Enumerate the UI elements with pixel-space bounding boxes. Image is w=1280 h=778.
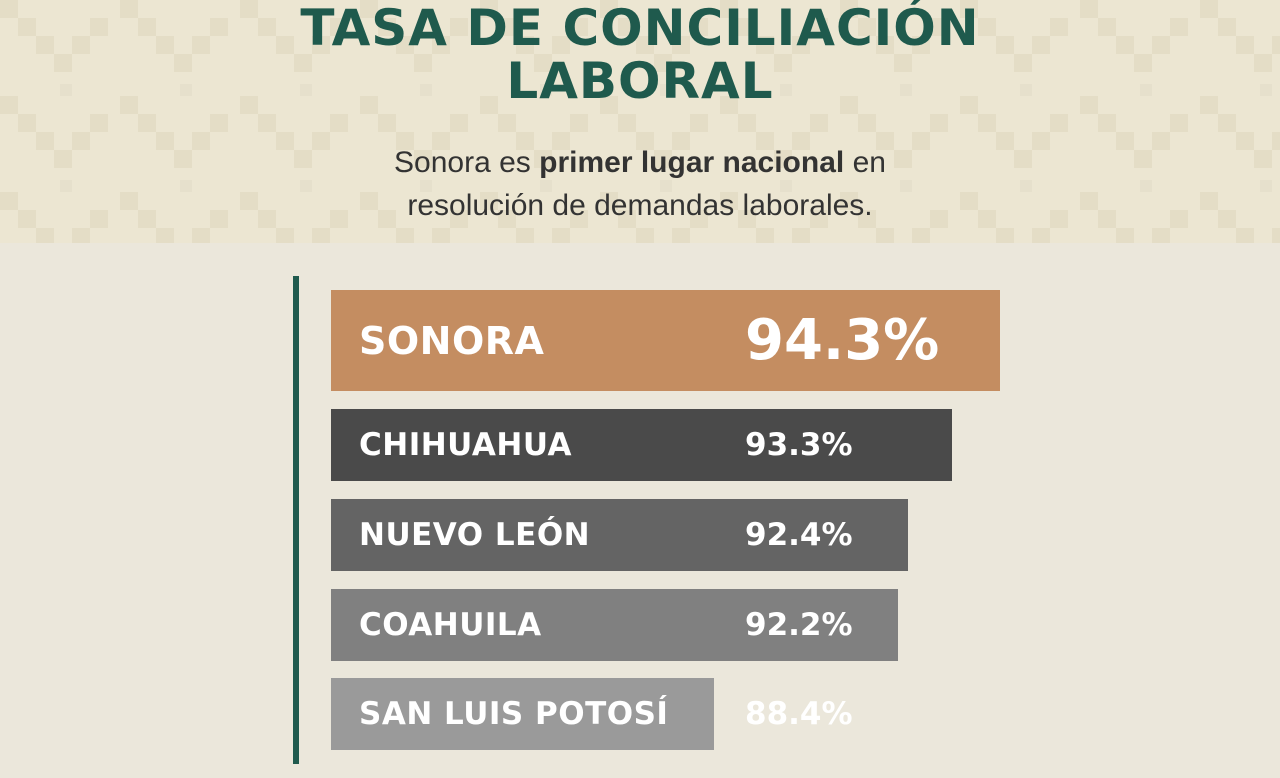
bar-value-label: 92.2% (745, 607, 853, 643)
bar-value-label: 92.4% (745, 517, 853, 553)
bar-coahuila: COAHUILA 92.2% (331, 589, 898, 661)
page-title: TASA DE CONCILIACIÓN LABORAL (0, 2, 1280, 108)
subtitle-text-end: en (844, 146, 886, 179)
bar-sonora: SONORA 94.3% (331, 290, 1000, 391)
title-line-2: LABORAL (506, 52, 774, 110)
bar-label: SAN LUIS POTOSÍ (359, 696, 669, 732)
title-line-1: TASA DE CONCILIACIÓN (300, 0, 980, 57)
bar-value-label: 93.3% (745, 427, 853, 463)
bar-label: CHIHUAHUA (359, 427, 573, 463)
header-band: TASA DE CONCILIACIÓN LABORAL Sonora es p… (0, 0, 1280, 243)
bar-value-label: 88.4% (745, 696, 853, 732)
page-subtitle: Sonora es primer lugar nacional en resol… (0, 141, 1280, 227)
subtitle-emphasis: primer lugar nacional (539, 146, 845, 179)
bar-label: NUEVO LEÓN (359, 517, 591, 553)
bar-label: SONORA (359, 318, 545, 363)
decorative-pattern (0, 0, 1280, 243)
subtitle-text-start: Sonora es (394, 146, 540, 179)
bar-value-label: 94.3% (745, 308, 940, 373)
bar-san-luis-potosi: SAN LUIS POTOSÍ 88.4% (331, 678, 853, 750)
subtitle-line-2: resolución de demandas laborales. (407, 189, 873, 222)
bar-label: COAHUILA (359, 607, 542, 643)
chart-axis-line (293, 276, 299, 764)
bar-chihuahua: CHIHUAHUA 93.3% (331, 409, 952, 481)
bar-nuevo-leon: NUEVO LEÓN 92.4% (331, 499, 908, 571)
